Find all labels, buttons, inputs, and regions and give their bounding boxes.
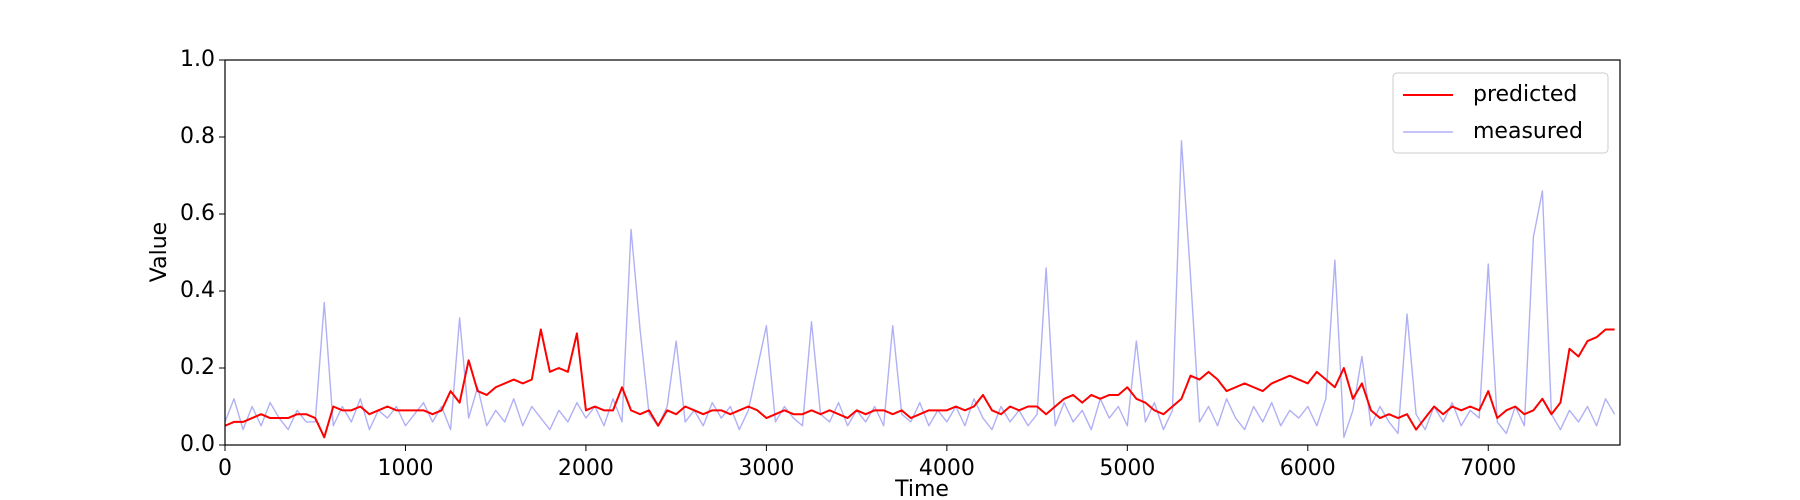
y-tick-label: 0.6 <box>180 201 215 226</box>
x-tick-label: 3000 <box>738 456 794 481</box>
legend-box <box>1392 72 1609 154</box>
x-axis-label: Time <box>894 477 949 500</box>
series-line <box>224 140 1616 438</box>
x-tick-label: 5000 <box>1099 456 1155 481</box>
legend: predicted measured <box>1392 72 1609 154</box>
plot-frame <box>224 59 1621 446</box>
x-tick-label: 0 <box>218 456 232 481</box>
legend-label: measured <box>1473 119 1583 144</box>
y-tick-label: 0.2 <box>180 355 215 380</box>
y-tick-label: 0.8 <box>180 124 215 149</box>
x-tick-label: 7000 <box>1460 456 1516 481</box>
x-tick-label: 1000 <box>377 456 433 481</box>
x-tick-label: 6000 <box>1280 456 1336 481</box>
y-tick-label: 0.4 <box>180 278 215 303</box>
legend-label: predicted <box>1473 82 1577 107</box>
x-tick-label: 4000 <box>919 456 975 481</box>
y-tick-label: 0.0 <box>180 432 215 457</box>
y-axis-label: Value <box>147 222 172 282</box>
x-tick-label: 2000 <box>558 456 614 481</box>
y-tick-label: 1.0 <box>180 47 215 72</box>
series-line <box>224 328 1615 439</box>
